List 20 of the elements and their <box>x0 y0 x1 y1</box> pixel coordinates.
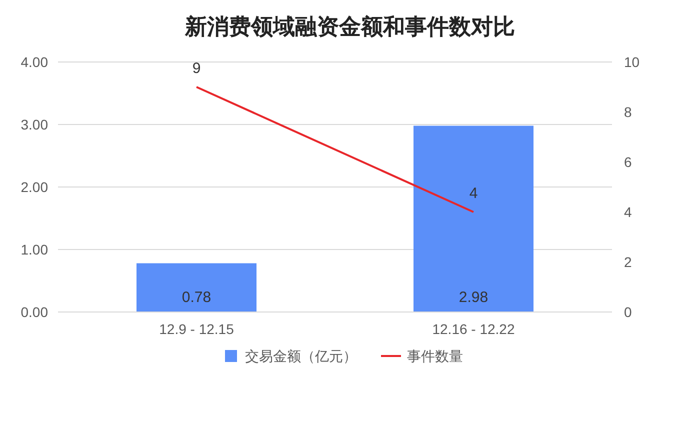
legend-label: 事件数量 <box>407 348 463 364</box>
y2-tick-label: 8 <box>624 104 632 120</box>
y-tick-label: 2.00 <box>20 179 48 195</box>
y-tick-label: 0.00 <box>20 304 48 320</box>
chart-title: 新消费领域融资金额和事件数对比 <box>184 14 515 39</box>
y-tick-label: 1.00 <box>20 242 48 258</box>
legend-label: 交易金额（亿元） <box>245 348 357 364</box>
x-tick-label: 12.9 - 12.15 <box>159 321 234 337</box>
x-tick-label: 12.16 - 12.22 <box>432 321 515 337</box>
y-tick-label: 4.00 <box>20 54 48 70</box>
data-label: 9 <box>192 60 201 77</box>
y2-tick-label: 2 <box>624 254 632 270</box>
y2-tick-label: 0 <box>624 304 632 320</box>
y2-tick-label: 4 <box>624 204 632 220</box>
y-tick-label: 3.00 <box>20 116 48 132</box>
y2-tick-label: 6 <box>624 154 632 170</box>
data-label: 4 <box>469 185 478 202</box>
data-label: 0.78 <box>182 289 212 306</box>
data-label: 2.98 <box>458 289 488 306</box>
y2-tick-label: 10 <box>624 54 640 70</box>
